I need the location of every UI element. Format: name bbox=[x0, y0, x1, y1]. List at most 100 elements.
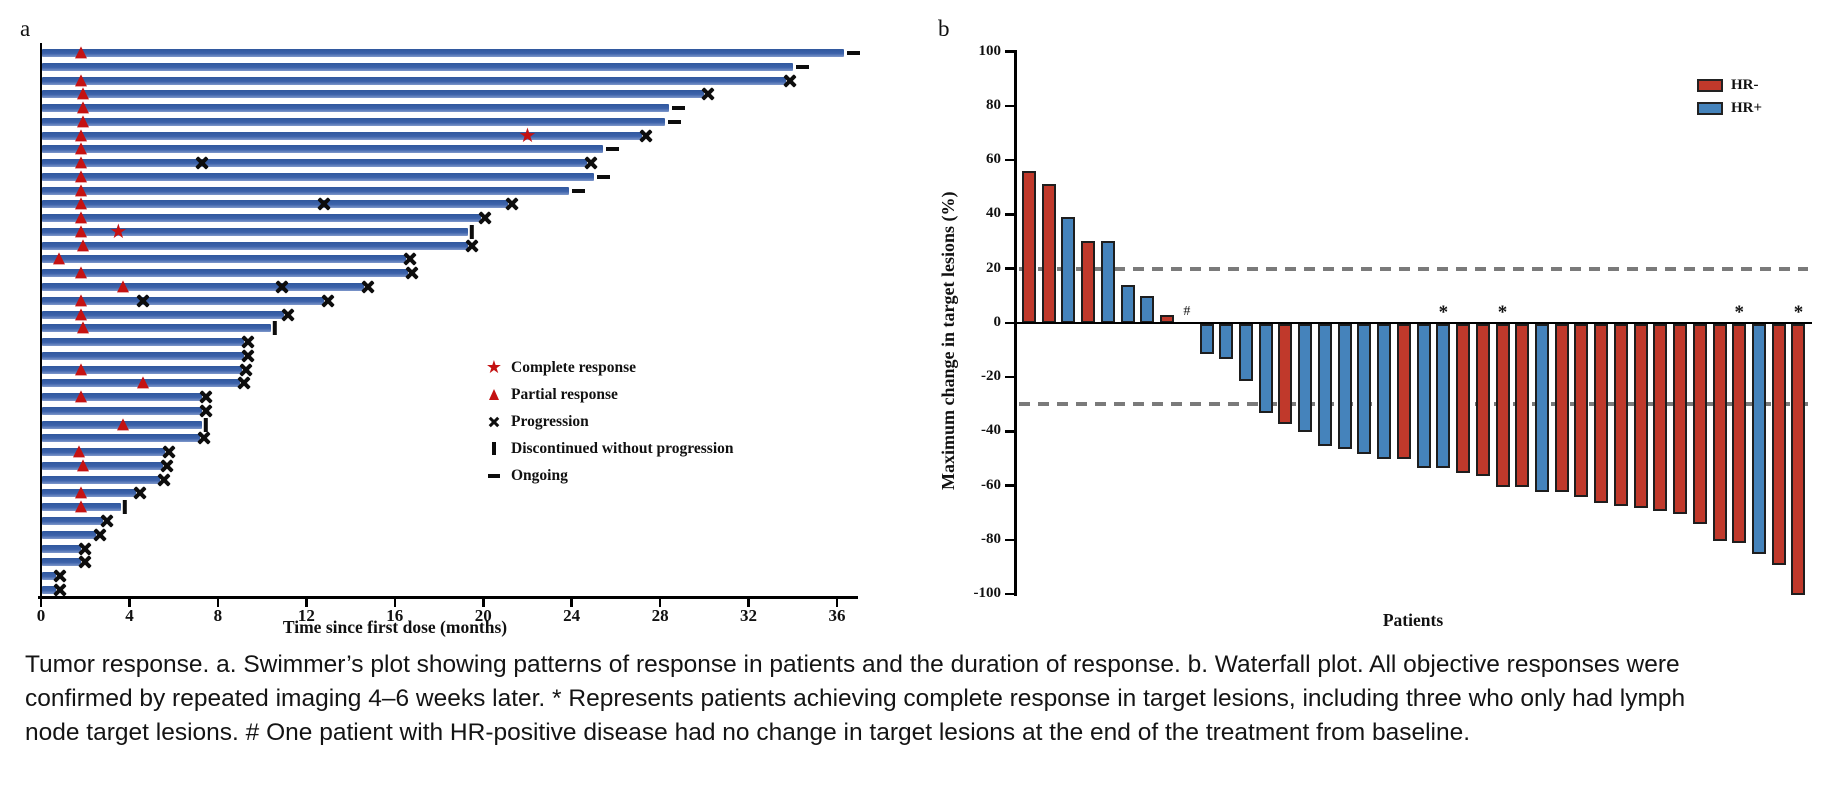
complete-response-asterisk: * bbox=[1497, 301, 1508, 323]
partial-response-marker bbox=[74, 225, 87, 238]
complete-response-marker: ★ bbox=[109, 219, 128, 244]
y-axis-tick-label: 60 bbox=[986, 151, 1001, 168]
x-axis-tick bbox=[128, 599, 131, 607]
ongoing-marker bbox=[596, 174, 610, 179]
y-axis-tick-label: 40 bbox=[986, 205, 1001, 222]
legend-label: Discontinued without progression bbox=[511, 439, 734, 457]
ongoing-marker bbox=[572, 188, 586, 193]
x-axis-tick bbox=[393, 599, 397, 607]
waterfall-bar bbox=[1298, 323, 1313, 433]
waterfall-bar bbox=[1100, 241, 1115, 323]
legend-item-ongoing: Ongoing bbox=[484, 462, 734, 489]
reference-line bbox=[1019, 402, 1808, 407]
swimmer-bar bbox=[42, 338, 245, 347]
x-axis-tick bbox=[39, 599, 43, 607]
waterfall-bar bbox=[1791, 323, 1806, 595]
y-axis-tick bbox=[1005, 321, 1014, 325]
swimmer-bar bbox=[42, 269, 409, 278]
x-axis-tick bbox=[482, 599, 485, 607]
x-axis-tick bbox=[216, 599, 220, 607]
legend-item-complete-response: ★ Complete response bbox=[484, 354, 734, 381]
ongoing-dash-icon bbox=[488, 473, 500, 478]
panel-b-label: b bbox=[938, 16, 950, 41]
partial-response-marker bbox=[116, 280, 129, 293]
swimmer-bar bbox=[42, 544, 81, 553]
waterfall-bar bbox=[1574, 323, 1589, 498]
partial-response-marker bbox=[74, 266, 87, 279]
y-axis-tick bbox=[1005, 50, 1014, 53]
caption-line: node target lesions. # One patient with … bbox=[25, 719, 1471, 746]
x-axis-tick-label: 16 bbox=[386, 606, 404, 625]
swimmer-bar bbox=[42, 214, 481, 223]
waterfall-bar bbox=[1475, 323, 1490, 476]
x-axis-tick-label: 20 bbox=[474, 606, 492, 625]
ongoing-marker bbox=[795, 64, 809, 69]
waterfall-bar bbox=[1160, 314, 1175, 323]
waterfall-legend: HR- HR+ bbox=[1697, 74, 1762, 120]
legend-item-hr-negative: HR- bbox=[1697, 74, 1762, 97]
partial-response-marker bbox=[74, 211, 87, 224]
swimmer-bar bbox=[42, 448, 165, 457]
partial-response-marker bbox=[74, 486, 87, 499]
figure-caption: Tumor response. a. Swimmer’s plot showin… bbox=[25, 648, 1685, 750]
waterfall-bar bbox=[1278, 323, 1293, 425]
y-axis-tick bbox=[1005, 375, 1014, 379]
waterfall-bar bbox=[1633, 323, 1648, 509]
swimmer-bar bbox=[42, 296, 324, 305]
legend-label: HR+ bbox=[1731, 100, 1763, 116]
x-axis-tick-label: 28 bbox=[651, 606, 669, 625]
swimmer-bar bbox=[42, 530, 97, 539]
swimmer-bar bbox=[42, 62, 793, 71]
waterfall-bar bbox=[1534, 323, 1549, 492]
x-axis-tick-label: 0 bbox=[36, 606, 46, 625]
swimmer-y-axis bbox=[39, 43, 42, 597]
swimmer-bar bbox=[42, 76, 787, 85]
complete-response-marker: ★ bbox=[518, 122, 537, 147]
swimmer-bar bbox=[42, 49, 844, 57]
y-axis-tick bbox=[1005, 213, 1014, 216]
swimmer-bar bbox=[42, 324, 271, 333]
waterfall-bar bbox=[1653, 323, 1668, 511]
partial-response-marker bbox=[77, 87, 89, 100]
waterfall-bar bbox=[1396, 323, 1411, 460]
y-axis-tick-label: 0 bbox=[993, 313, 1002, 330]
partial-response-marker bbox=[74, 184, 87, 197]
ongoing-marker bbox=[605, 147, 619, 152]
swimmer-x-axis bbox=[38, 596, 858, 599]
swimmer-bar bbox=[42, 406, 203, 415]
panel-a-label: a bbox=[20, 16, 31, 41]
y-axis-tick-label: -80 bbox=[981, 530, 1001, 547]
partial-response-marker bbox=[74, 156, 87, 169]
y-axis-tick-label: 100 bbox=[978, 42, 1002, 59]
partial-response-marker bbox=[74, 128, 87, 141]
partial-response-marker bbox=[77, 101, 89, 114]
y-axis-tick bbox=[1005, 158, 1014, 162]
swimmer-bar bbox=[42, 241, 468, 250]
partial-response-marker bbox=[72, 445, 85, 458]
waterfall-bar bbox=[1732, 323, 1747, 544]
partial-response-marker bbox=[77, 239, 89, 252]
partial-response-triangle-icon bbox=[489, 389, 499, 400]
y-axis-tick bbox=[1005, 430, 1014, 433]
legend-label: Progression bbox=[511, 412, 589, 430]
partial-response-marker bbox=[74, 390, 87, 403]
swimmer-bar bbox=[42, 131, 643, 140]
discontinued-marker bbox=[272, 321, 277, 336]
legend-item-discontinued: Discontinued without progression bbox=[484, 435, 734, 462]
hr-negative-swatch-icon bbox=[1697, 79, 1723, 92]
y-axis-tick-label: -60 bbox=[981, 476, 1001, 493]
x-axis-tick bbox=[305, 599, 308, 607]
waterfall-bar bbox=[1022, 170, 1036, 323]
y-axis-tick bbox=[1005, 484, 1014, 487]
swimmer-bar bbox=[42, 393, 203, 402]
waterfall-bar bbox=[1140, 295, 1155, 323]
swimmer-bar bbox=[42, 227, 468, 236]
waterfall-bar bbox=[1752, 323, 1766, 555]
legend-label: HR- bbox=[1731, 77, 1759, 93]
legend-item-hr-positive: HR+ bbox=[1697, 97, 1762, 120]
swimmer-bar bbox=[42, 255, 406, 264]
waterfall-bar bbox=[1712, 323, 1727, 541]
x-axis-tick-label: 4 bbox=[125, 606, 134, 625]
